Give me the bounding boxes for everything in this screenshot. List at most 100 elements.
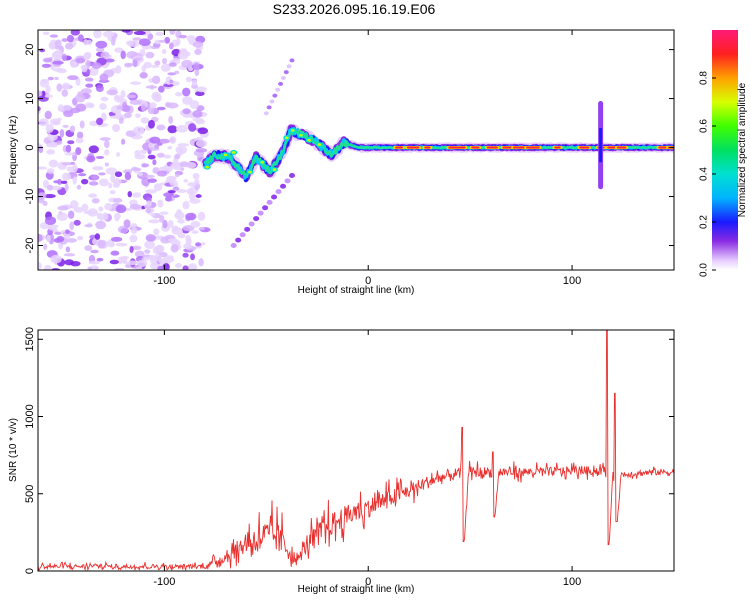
noise-blob: [174, 211, 185, 220]
noise-blob: [186, 188, 193, 195]
noise-blob: [43, 243, 48, 251]
noise-blob: [175, 145, 188, 155]
noise-blob: [69, 200, 79, 209]
streak-blob: [283, 70, 289, 75]
noise-blob: [179, 48, 188, 55]
noise-blob: [147, 178, 157, 183]
noise-blob: [49, 34, 59, 38]
noise-blob: [148, 219, 161, 224]
noise-blob: [186, 35, 196, 43]
noise-blob: [167, 145, 173, 150]
streak-blob: [278, 81, 284, 86]
spectrogram-ytick-label: 10: [24, 92, 36, 104]
noise-blob: [91, 175, 99, 180]
noise-blob: [182, 252, 189, 258]
noise-blob: [69, 125, 76, 133]
noise-blob: [187, 263, 198, 270]
noise-blob: [59, 129, 65, 138]
noise-blob: [192, 109, 203, 118]
noise-blob: [133, 126, 145, 135]
noise-blob: [132, 37, 142, 41]
colorbar-label: Normalized spectral amplitude: [737, 82, 748, 217]
noise-blob: [73, 219, 81, 226]
noise-blob: [61, 89, 69, 97]
noise-blob: [151, 75, 161, 85]
noise-blob: [141, 103, 147, 112]
streak-blob: [253, 216, 260, 222]
signal-blob-core: [223, 153, 228, 157]
noise-blob: [47, 76, 54, 81]
spectrogram-ytick-label: 20: [24, 43, 36, 55]
noise-blob: [38, 233, 43, 243]
noise-blob: [76, 131, 84, 140]
noise-blob: [54, 39, 62, 48]
signal-blob-core: [317, 143, 322, 146]
noise-blob: [160, 63, 171, 72]
noise-blob: [159, 211, 169, 215]
noise-blob: [124, 171, 132, 181]
noise-blob: [193, 62, 200, 71]
noise-blob: [61, 38, 68, 42]
noise-blob: [86, 155, 96, 163]
noise-blob: [52, 60, 64, 65]
noise-blob: [150, 212, 156, 217]
noise-blob: [75, 77, 81, 86]
noise-blob: [72, 176, 77, 185]
noise-blob: [176, 37, 181, 46]
noise-blob: [106, 89, 118, 96]
noise-blob: [136, 259, 148, 268]
noise-blob: [179, 161, 189, 168]
noise-blob: [198, 258, 204, 267]
noise-blob: [172, 158, 179, 168]
noise-blob: [65, 246, 71, 253]
noise-blob: [178, 34, 188, 39]
noise-blob: [84, 245, 93, 251]
noise-blob: [45, 123, 54, 133]
noise-blob: [105, 167, 118, 175]
noise-blob: [177, 218, 185, 224]
noise-blob: [145, 234, 156, 242]
snr-frame: [37, 329, 675, 572]
noise-blob: [38, 118, 49, 127]
noise-blob: [46, 168, 55, 174]
noise-blob: [50, 254, 62, 264]
snr-ytick-label: 1500: [24, 327, 36, 351]
noise-blob: [89, 67, 99, 76]
noise-blob: [46, 149, 56, 155]
streak-blob: [248, 221, 255, 227]
noise-blob: [100, 96, 109, 102]
noise-blob: [66, 34, 74, 43]
noise-blob: [70, 30, 80, 36]
noise-blob: [168, 42, 174, 50]
noise-blob: [96, 117, 104, 126]
noise-blob: [96, 257, 104, 262]
noise-blob: [69, 221, 75, 231]
noise-blob: [156, 170, 168, 177]
streak-blob: [275, 189, 282, 195]
noise-blob: [116, 152, 121, 157]
noise-blob: [163, 192, 175, 198]
noise-blob: [61, 172, 72, 181]
noise-blob: [152, 159, 157, 166]
noise-blob: [138, 38, 151, 47]
noise-blob: [182, 265, 189, 270]
noise-blob: [129, 81, 142, 85]
noise-blob: [56, 235, 65, 243]
noise-blob: [46, 142, 57, 148]
noise-blob: [177, 143, 190, 147]
signal-blob-core: [260, 160, 265, 164]
signal-blob-core: [299, 134, 303, 137]
noise-blob: [174, 153, 181, 160]
noise-blob: [185, 234, 191, 243]
spectrogram-ytick-label: -10: [24, 189, 36, 205]
spectrogram-marks: [38, 30, 674, 270]
noise-blob: [177, 233, 186, 239]
streak-blob: [275, 87, 281, 92]
noise-blob: [153, 183, 163, 192]
noise-blob: [41, 63, 52, 68]
noise-blob: [95, 220, 107, 230]
noise-blob: [74, 94, 86, 103]
noise-blob: [90, 249, 99, 254]
noise-blob: [131, 245, 142, 251]
streak-blob: [286, 64, 292, 69]
